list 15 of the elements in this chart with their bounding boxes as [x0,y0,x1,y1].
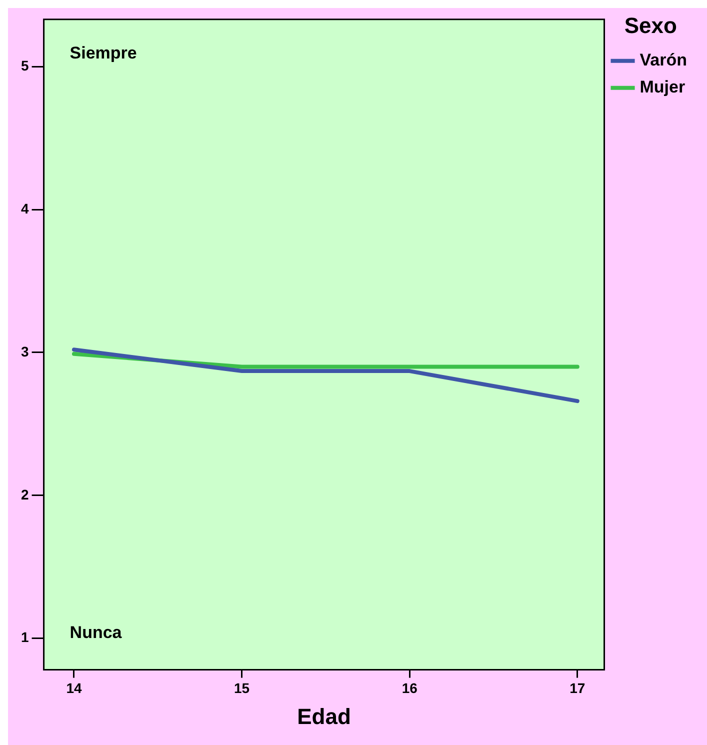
x-axis-title: Edad [297,704,351,729]
legend-title: Sexo [624,13,677,38]
y-tick-label: 5 [20,57,29,74]
y-tick-label: 2 [20,486,29,502]
annotation: Siempre [70,44,137,63]
y-tick-label: 4 [20,200,29,216]
x-tick-label: 17 [570,680,586,696]
x-tick-label: 15 [234,680,250,696]
x-tick-label: 14 [66,680,82,696]
y-tick-label: 3 [20,343,29,360]
legend-label: Varón [640,50,688,70]
annotation: Nunca [70,622,122,642]
legend-label: Mujer [640,78,686,97]
y-tick-label: 1 [20,629,29,646]
x-tick-label: 16 [402,680,418,696]
